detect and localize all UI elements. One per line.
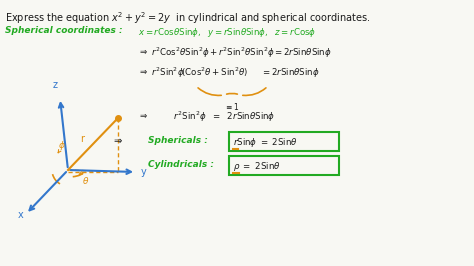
Text: Cylindricals :: Cylindricals :	[148, 160, 214, 169]
Text: $\Rightarrow$: $\Rightarrow$	[112, 136, 124, 146]
Text: Express the equation $x^2 + y^2 = 2y$  in cylindrical and spherical coordinates.: Express the equation $x^2 + y^2 = 2y$ in…	[5, 10, 370, 26]
Text: y: y	[141, 167, 147, 177]
Text: $\theta$: $\theta$	[82, 175, 89, 186]
Text: $r\mathrm{Sin}\phi\ =\ 2\mathrm{Sin}\theta$: $r\mathrm{Sin}\phi\ =\ 2\mathrm{Sin}\the…	[233, 136, 298, 149]
Text: z: z	[53, 80, 57, 90]
Text: Sphericals :: Sphericals :	[148, 136, 208, 145]
Text: $x = r\mathrm{Cos}\theta\mathrm{Sin}\phi,\ \ y = r\mathrm{Sin}\theta\mathrm{Sin}: $x = r\mathrm{Cos}\theta\mathrm{Sin}\phi…	[138, 26, 316, 39]
FancyBboxPatch shape	[229, 132, 339, 151]
FancyBboxPatch shape	[229, 156, 339, 175]
Text: $\rho\ =\ 2\mathrm{Sin}\theta$: $\rho\ =\ 2\mathrm{Sin}\theta$	[233, 160, 281, 173]
Text: $\Rightarrow\ r^2\mathrm{Sin}^2\phi\!\left(\mathrm{Cos}^2\theta + \mathrm{Sin}^2: $\Rightarrow\ r^2\mathrm{Sin}^2\phi\!\le…	[138, 66, 320, 80]
Text: $\Rightarrow\ r^2\mathrm{Cos}^2\theta\mathrm{Sin}^2\phi + r^2\mathrm{Sin}^2\thet: $\Rightarrow\ r^2\mathrm{Cos}^2\theta\ma…	[138, 46, 332, 60]
Text: $\equiv 1$: $\equiv 1$	[224, 101, 240, 112]
Text: r: r	[80, 134, 84, 144]
Text: Spherical coordinates :: Spherical coordinates :	[5, 26, 123, 35]
Text: x: x	[18, 210, 24, 220]
Text: $\Rightarrow \qquad\quad r^2\mathrm{Sin}^2\phi\ \ =\ \ 2r\mathrm{Sin}\theta\math: $\Rightarrow \qquad\quad r^2\mathrm{Sin}…	[138, 110, 275, 124]
Text: $\phi$: $\phi$	[58, 139, 65, 152]
